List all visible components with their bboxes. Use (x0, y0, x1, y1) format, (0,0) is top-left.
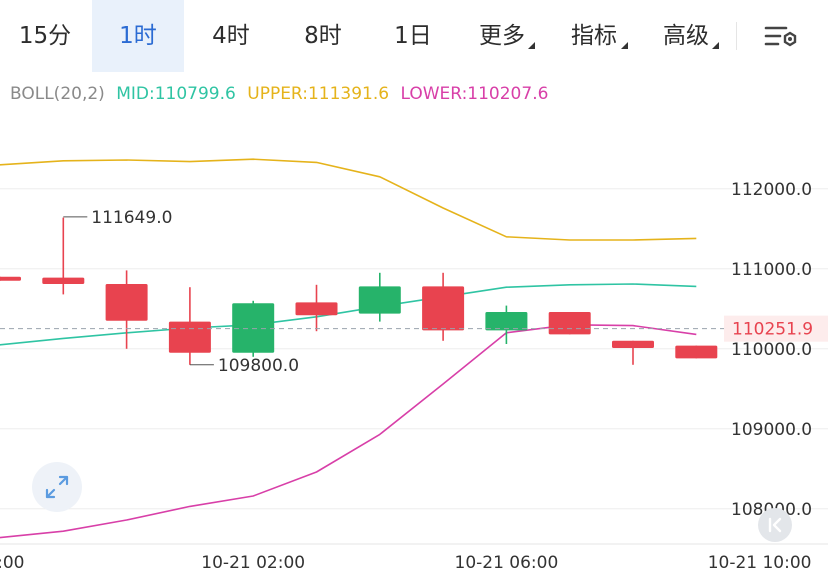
x-tick-label: 22:00 (0, 553, 25, 573)
last-price-tag (724, 315, 828, 342)
y-tick-label: 109000.0 (731, 420, 812, 440)
more-dropdown-icon (528, 42, 535, 49)
band-upper (0, 158, 697, 241)
candle-body (232, 303, 275, 353)
annotation-label: 111649.0 (91, 208, 172, 228)
fullscreen-button[interactable] (32, 462, 82, 512)
tab-indicators-label: 指标 (571, 23, 617, 49)
candle-body (548, 312, 591, 335)
tab-4h[interactable]: 4时 (186, 0, 276, 72)
interval-tabs: 15分 1时 4时 8时 1日 更多 指标 高级 (0, 0, 828, 72)
scroll-to-latest-button[interactable] (758, 508, 792, 542)
boll-name: BOLL(20,2) (10, 84, 105, 104)
candle (42, 217, 85, 295)
tab-15min[interactable]: 15分 (0, 0, 90, 72)
indicators-dropdown-icon (621, 42, 628, 49)
boll-mid: MID:110799.6 (116, 84, 236, 104)
tab-more-label: 更多 (479, 23, 525, 49)
chart-settings-icon[interactable] (764, 22, 800, 52)
candle-body (0, 276, 21, 281)
candle-body (422, 286, 465, 331)
x-tick-label: 10-21 02:00 (201, 553, 305, 573)
candle-body (295, 302, 338, 316)
candle (485, 305, 528, 344)
tab-advanced[interactable]: 高级 (646, 0, 726, 72)
last-price-label: 110251.9 (732, 320, 813, 340)
candle (548, 312, 591, 335)
tab-8h-label: 8时 (304, 23, 342, 49)
tab-8h[interactable]: 8时 (278, 0, 368, 72)
annotation-label: 109800.0 (218, 356, 299, 376)
candle-body (675, 345, 718, 359)
tab-1d-label: 1日 (394, 23, 432, 49)
band-mid (0, 283, 697, 346)
candle-body (612, 340, 654, 348)
boll-upper: UPPER:111391.6 (247, 84, 390, 104)
tab-indicators[interactable]: 指标 (554, 0, 634, 72)
candle (105, 270, 148, 349)
candle (168, 287, 211, 365)
candle (0, 276, 21, 281)
x-axis: 22:00 10-21 02:00 10-21 06:00 10-21 10:00 (0, 553, 811, 573)
candle (612, 340, 654, 365)
candle (422, 272, 465, 341)
boll-lower: LOWER:110207.6 (400, 84, 549, 104)
expand-arrows-icon (45, 475, 69, 499)
y-tick-label: 111000.0 (731, 260, 812, 280)
x-tick-label: 10-21 10:00 (708, 553, 812, 573)
y-tick-label: 112000.0 (731, 180, 812, 200)
skip-back-icon (768, 517, 782, 533)
candle-body (485, 312, 528, 331)
y-tick-label: 110000.0 (731, 340, 812, 360)
candle (675, 345, 718, 359)
candle-body (42, 277, 85, 284)
tab-1d[interactable]: 1日 (370, 0, 456, 72)
candles (0, 217, 718, 365)
boll-legend: BOLL(20,2) MID:110799.6 UPPER:111391.6 L… (10, 84, 554, 104)
tab-divider (736, 22, 737, 50)
last-price: 110251.9 (0, 315, 828, 342)
tab-4h-label: 4时 (212, 23, 250, 49)
x-tick-label: 10-21 06:00 (455, 553, 559, 573)
tab-15min-label: 15分 (18, 23, 72, 49)
candle-body (358, 286, 401, 314)
chart-grid (0, 188, 828, 545)
advanced-dropdown-icon (712, 42, 719, 49)
candle-body (105, 284, 148, 321)
tab-1h[interactable]: 1时 (92, 0, 184, 72)
tab-advanced-label: 高级 (663, 23, 709, 49)
candle-body (168, 321, 211, 353)
candle (358, 272, 401, 322)
tab-1h-label: 1时 (119, 23, 157, 49)
price-annotations: 111649.0 109800.0 (63, 208, 299, 376)
candle (295, 284, 338, 332)
tab-more[interactable]: 更多 (462, 0, 542, 72)
